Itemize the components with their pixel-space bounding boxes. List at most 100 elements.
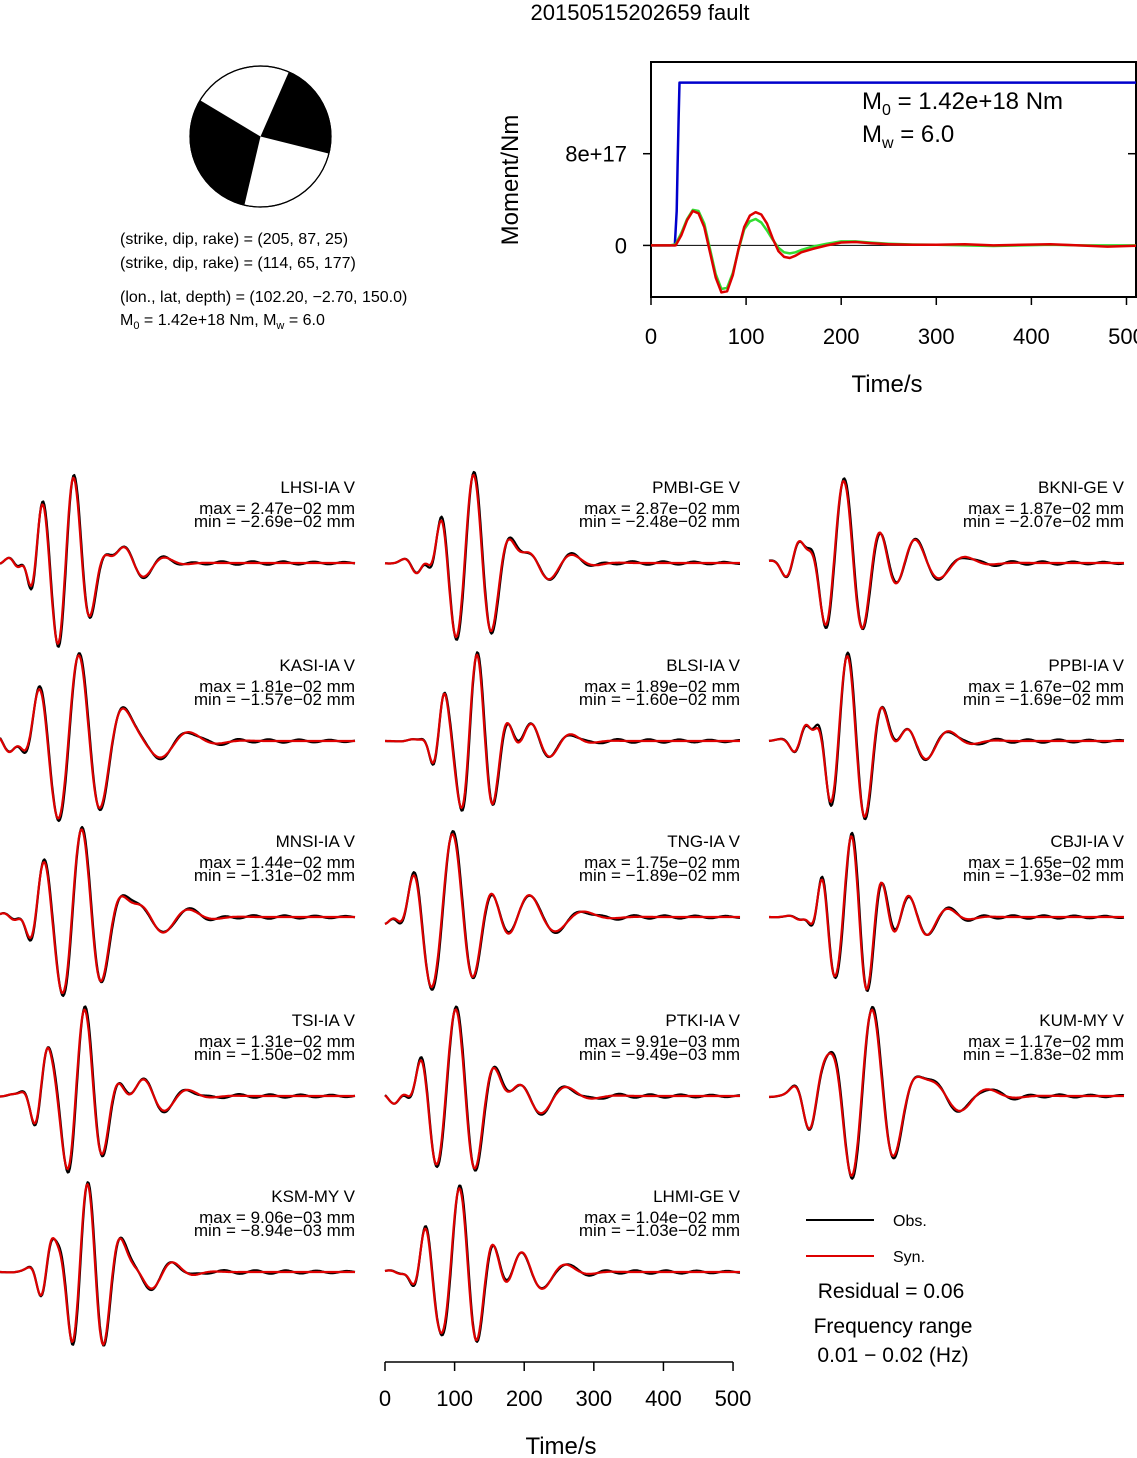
station-min: min = −1.89e−02 mm xyxy=(579,866,740,885)
station-min: min = −2.07e−02 mm xyxy=(963,512,1124,531)
station-name: LHSI-IA V xyxy=(280,478,355,497)
station-max: max = 9.91e−03 mm xyxy=(584,1032,740,1051)
synthetic-waveform xyxy=(769,835,1124,991)
figure-title: 20150515202659 fault xyxy=(531,0,750,25)
station-max: max = 1.75e−02 mm xyxy=(584,853,740,872)
synthetic-waveform xyxy=(768,479,1124,630)
station-min: min = −1.83e−02 mm xyxy=(963,1045,1124,1064)
beachball-compression-quadrant-1 xyxy=(260,72,331,154)
nodal-plane-2-label: (strike, dip, rake) = (114, 65, 177) xyxy=(120,255,356,272)
waveform-x-tick-label: 500 xyxy=(715,1386,752,1411)
observed-waveform xyxy=(384,470,740,641)
moment-plot-frame xyxy=(650,61,1137,298)
synthetic-waveform xyxy=(769,1008,1124,1177)
station-max: max = 1.65e−02 mm xyxy=(968,853,1124,872)
moment-y-tick-label: 8e+17 xyxy=(565,142,627,167)
waveform-x-tick-label: 400 xyxy=(645,1386,682,1411)
station-min: min = −9.49e−03 mm xyxy=(579,1045,740,1064)
m0-annotation: M0 = 1.42e+18 Nm xyxy=(862,88,1063,119)
synthetic-waveform xyxy=(0,654,355,820)
moment-magnitude-label: M0 = 1.42e+18 Nm, Mw = 6.0 xyxy=(120,312,325,333)
station-max: max = 1.31e−02 mm xyxy=(199,1032,355,1051)
station-min: min = −2.69e−02 mm xyxy=(194,512,355,531)
moment-x-tick-label: 300 xyxy=(918,324,955,349)
waveform-x-tick-label: 0 xyxy=(379,1386,391,1411)
moment-y-tick-label: 0 xyxy=(615,233,627,258)
synthetic-waveform xyxy=(768,655,1124,818)
waveform-x-axis-label: Time/s xyxy=(525,1433,596,1458)
legend: Obs. Syn. Residual = 0.06 Frequency rang… xyxy=(806,1213,972,1367)
synthetic-waveform xyxy=(0,1008,355,1171)
station-max: max = 1.44e−02 mm xyxy=(199,853,355,872)
synthetic-waveform xyxy=(0,1183,355,1346)
frequency-range-value: 0.01 − 0.02 (Hz) xyxy=(817,1344,968,1367)
moment-x-tick-label: 400 xyxy=(1013,324,1050,349)
station-name: CBJI-IA V xyxy=(1050,832,1124,851)
station-name: PMBI-GE V xyxy=(652,478,741,497)
moment-y-axis-label: Moment/Nm xyxy=(497,115,524,246)
station-min: min = −1.03e−02 mm xyxy=(579,1221,740,1240)
station-min: min = −1.57e−02 mm xyxy=(194,690,355,709)
synthetic-waveform xyxy=(0,828,355,995)
hypocenter-label: (lon., lat, depth) = (102.20, −2.70, 150… xyxy=(120,289,408,306)
station-name: MNSI-IA V xyxy=(276,832,356,851)
moment-series xyxy=(651,81,1137,294)
station-max: max = 1.04e−02 mm xyxy=(584,1208,740,1227)
waveform-x-tick-label: 300 xyxy=(575,1386,612,1411)
station-max: max = 9.06e−03 mm xyxy=(199,1208,355,1227)
station-max: max = 1.17e−02 mm xyxy=(968,1032,1124,1051)
station-min: min = −8.94e−03 mm xyxy=(194,1221,355,1240)
station-name: LHMI-GE V xyxy=(653,1187,741,1206)
station-name: PTKI-IA V xyxy=(665,1011,740,1030)
station-name: TSI-IA V xyxy=(292,1011,356,1030)
synthetic-waveform xyxy=(385,653,740,809)
moment-x-axis-label: Time/s xyxy=(851,371,922,398)
synthetic-waveform xyxy=(384,1008,740,1170)
station-name: BKNI-GE V xyxy=(1038,478,1125,497)
legend-obs-label: Obs. xyxy=(893,1213,927,1230)
beachball-compression-quadrant-2 xyxy=(190,100,261,206)
moment-x-axis: 0 100 200 300 400 500 xyxy=(645,297,1137,349)
station-min: min = −1.31e−02 mm xyxy=(194,866,355,885)
residual-label: Residual = 0.06 xyxy=(818,1280,965,1303)
moment-series-cumulative xyxy=(651,81,1136,247)
station-min: min = −1.50e−02 mm xyxy=(194,1045,355,1064)
moment-x-tick-label: 200 xyxy=(823,324,860,349)
moment-x-tick-label: 100 xyxy=(728,324,765,349)
moment-x-tick-label: 0 xyxy=(645,324,657,349)
station-max: max = 1.87e−02 mm xyxy=(968,499,1124,518)
station-name: KASI-IA V xyxy=(279,656,355,675)
frequency-range-title: Frequency range xyxy=(814,1315,973,1338)
waveform-x-tick-label: 100 xyxy=(436,1386,473,1411)
moment-rate-panel: 0 100 200 300 400 500 0 8e+17 Moment/Nm Time/s… xyxy=(497,61,1137,398)
legend-syn-label: Syn. xyxy=(893,1249,925,1266)
synthetic-waveform xyxy=(385,473,740,639)
station-max: max = 1.89e−02 mm xyxy=(584,677,740,696)
station-max: max = 2.87e−02 mm xyxy=(584,499,740,518)
synthetic-waveform xyxy=(0,476,355,645)
mw-annotation: Mw = 6.0 xyxy=(862,121,954,152)
observed-waveform xyxy=(0,474,356,648)
moment-series-red xyxy=(651,209,1137,294)
moment-x-tick-label: 500 xyxy=(1108,324,1137,349)
moment-series-green xyxy=(651,208,1136,291)
synthetic-waveform xyxy=(384,833,740,989)
station-name: KUM-MY V xyxy=(1039,1011,1124,1030)
station-max: max = 1.81e−02 mm xyxy=(199,677,355,696)
station-min: min = −1.60e−02 mm xyxy=(579,690,740,709)
station-min: min = −1.69e−02 mm xyxy=(963,690,1124,709)
